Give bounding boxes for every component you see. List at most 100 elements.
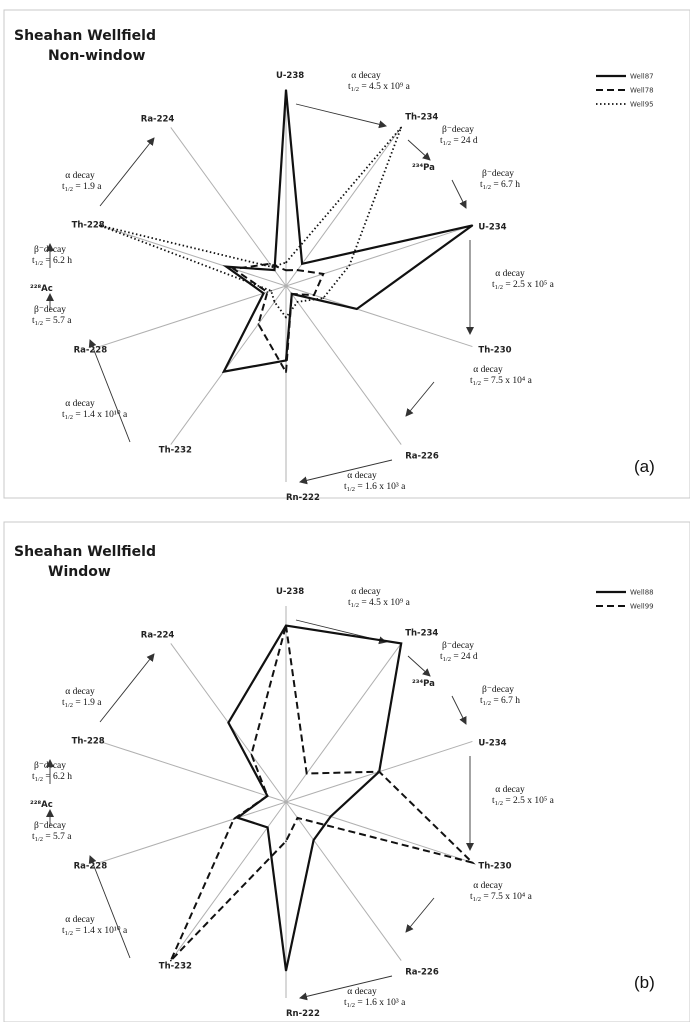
data-point-well88-ra-226 xyxy=(312,839,315,841)
data-point-well78-ra-224 xyxy=(269,263,271,265)
series-line-well99 xyxy=(169,625,476,962)
half-life-symbol: t xyxy=(62,698,65,708)
spoke-th-228 xyxy=(99,740,287,803)
legend-label-well87: Well87 xyxy=(630,73,654,81)
data-point-well78-u-234 xyxy=(322,273,325,275)
data-point-well87-ra-224 xyxy=(273,269,276,271)
chart-frame xyxy=(3,521,690,1022)
axis-label-th-234: Th-234 xyxy=(405,112,438,122)
data-point-well99-rn-222 xyxy=(285,840,287,842)
half-life: t1/2 = 1.4 x 10¹⁰ a xyxy=(62,925,128,937)
half-life: t1/2 = 5.7 a xyxy=(32,316,72,327)
series-well95 xyxy=(98,126,403,319)
half-life-subscript: 1/2 xyxy=(65,930,73,937)
half-life: t1/2 = 7.5 x 10⁴ a xyxy=(470,892,533,903)
spoke-th-234 xyxy=(285,643,402,803)
decay-type: β⁻decay xyxy=(442,641,474,651)
decay-type: β⁻decay xyxy=(482,685,514,695)
spoke-ra-226 xyxy=(285,285,402,445)
spoke-th-232 xyxy=(170,285,287,445)
half-life-value: = 2.5 x 10⁵ a xyxy=(503,796,555,806)
axis-label-th-232: Th-232 xyxy=(159,446,192,456)
half-life: t1/2 = 7.5 x 10⁴ a xyxy=(470,376,533,387)
half-life-symbol: t xyxy=(32,832,35,842)
data-point-well88-th-232 xyxy=(266,826,269,829)
data-point-well78-ra-228 xyxy=(266,291,269,293)
chart-subtitle: Window xyxy=(48,564,111,580)
half-life: t1/2 = 1.6 x 10³ a xyxy=(344,482,406,493)
half-life-value: = 1.4 x 10¹⁰ a xyxy=(73,925,128,936)
axis-label-ra-228: Ra-228 xyxy=(74,346,108,356)
spoke-th-230 xyxy=(285,285,473,348)
spoke-th-232 xyxy=(170,801,287,961)
data-point-well95-u-238 xyxy=(285,261,287,264)
half-life-symbol: t xyxy=(492,280,495,290)
legend-label-well95: Well95 xyxy=(630,101,654,109)
half-life-symbol: t xyxy=(62,410,65,420)
axis-label-ra-224: Ra-224 xyxy=(141,114,175,124)
half-life: t1/2 = 6.7 h xyxy=(480,180,520,191)
radar-chart-a: Sheahan Wellfield Non-window U-238 Th-234 U-… xyxy=(3,9,690,503)
half-life-subscript: 1/2 xyxy=(351,602,359,609)
half-life-symbol: t xyxy=(32,256,35,266)
half-life-symbol: t xyxy=(492,796,495,806)
axis-label-th-230: Th-230 xyxy=(478,346,511,356)
decay-arrow xyxy=(99,137,155,207)
decay-type: α decay xyxy=(473,365,503,375)
chart-title: Sheahan Wellfield xyxy=(14,544,156,560)
decay-type: α decay xyxy=(65,915,95,925)
half-life-subscript: 1/2 xyxy=(473,896,481,903)
decay-type: α decay xyxy=(351,587,381,597)
half-life-subscript: 1/2 xyxy=(65,414,73,421)
half-life-value: = 1.6 x 10³ a xyxy=(355,998,406,1008)
half-life-value: = 4.5 x 10⁹ a xyxy=(359,598,411,608)
half-life-value: = 6.7 h xyxy=(491,180,520,190)
half-life: t1/2 = 24 d xyxy=(440,652,478,663)
data-point-well87-th-230 xyxy=(356,308,358,310)
half-life-subscript: 1/2 xyxy=(443,140,451,147)
axis-label-th-230: Th-230 xyxy=(478,862,511,872)
axis-label-u-238: U-238 xyxy=(276,71,304,81)
radar-chart-b: Sheahan Wellfield Window U-238 Th-234 U-234 T… xyxy=(3,521,690,1022)
data-point-well78-th-232 xyxy=(257,323,260,325)
decay-type: α decay xyxy=(495,269,525,279)
radar-spokes xyxy=(99,90,473,482)
decay-arrow xyxy=(88,339,131,443)
half-life: t1/2 = 24 d xyxy=(440,136,478,147)
data-point-well78-th-234 xyxy=(296,269,299,271)
decay-arrow xyxy=(405,381,435,417)
decay-type: β⁻decay xyxy=(442,125,474,135)
data-point-well78-th-230 xyxy=(313,294,315,296)
spoke-ra-228 xyxy=(99,285,287,348)
half-life-symbol: t xyxy=(32,772,35,782)
axis-label-th-228: Th-228 xyxy=(72,220,105,230)
data-point-well87-th-232 xyxy=(223,370,225,373)
chart-title: Sheahan Wellfield xyxy=(14,28,156,44)
data-point-well99-u-238 xyxy=(285,624,287,627)
axis-label-ra-228: Ra-228 xyxy=(74,862,108,872)
half-life-subscript: 1/2 xyxy=(495,284,503,291)
half-life-subscript: 1/2 xyxy=(35,260,43,267)
half-life-symbol: t xyxy=(440,652,443,662)
decay-arrow xyxy=(299,975,393,1001)
decay-type: α decay xyxy=(347,987,377,997)
axis-label-ra-226: Ra-226 xyxy=(405,968,439,978)
half-life-value: = 1.6 x 10³ a xyxy=(355,482,406,492)
decay-arrow xyxy=(451,695,467,725)
half-life: t1/2 = 4.5 x 10⁹ a xyxy=(348,82,411,93)
half-life-subscript: 1/2 xyxy=(483,184,491,191)
half-life-value: = 24 d xyxy=(451,652,478,662)
data-point-well87-u-238 xyxy=(285,89,287,91)
chart-frame xyxy=(3,9,690,499)
decay-type: β⁻decay xyxy=(482,169,514,179)
half-life-subscript: 1/2 xyxy=(35,776,43,783)
decay-arrow xyxy=(405,897,435,933)
spoke-th-228 xyxy=(99,224,287,287)
decay-type: α decay xyxy=(65,399,95,409)
label-ac-228: ²²⁸Ac xyxy=(30,284,53,294)
data-point-well95-th-228 xyxy=(98,224,101,227)
